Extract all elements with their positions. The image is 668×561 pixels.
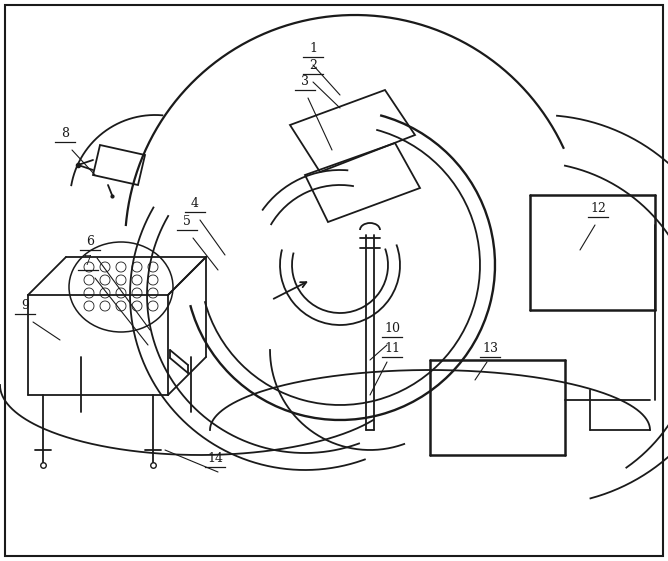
Text: 6: 6 (86, 235, 94, 248)
Text: 10: 10 (384, 322, 400, 335)
Text: 5: 5 (183, 215, 191, 228)
Text: 11: 11 (384, 342, 400, 355)
Text: 13: 13 (482, 342, 498, 355)
Text: 14: 14 (207, 452, 223, 465)
Text: 7: 7 (84, 255, 92, 268)
Text: 3: 3 (301, 75, 309, 88)
Text: 1: 1 (309, 42, 317, 55)
Text: 8: 8 (61, 127, 69, 140)
Text: 9: 9 (21, 299, 29, 312)
Text: 4: 4 (191, 197, 199, 210)
Text: 2: 2 (309, 59, 317, 72)
Text: 12: 12 (590, 202, 606, 215)
